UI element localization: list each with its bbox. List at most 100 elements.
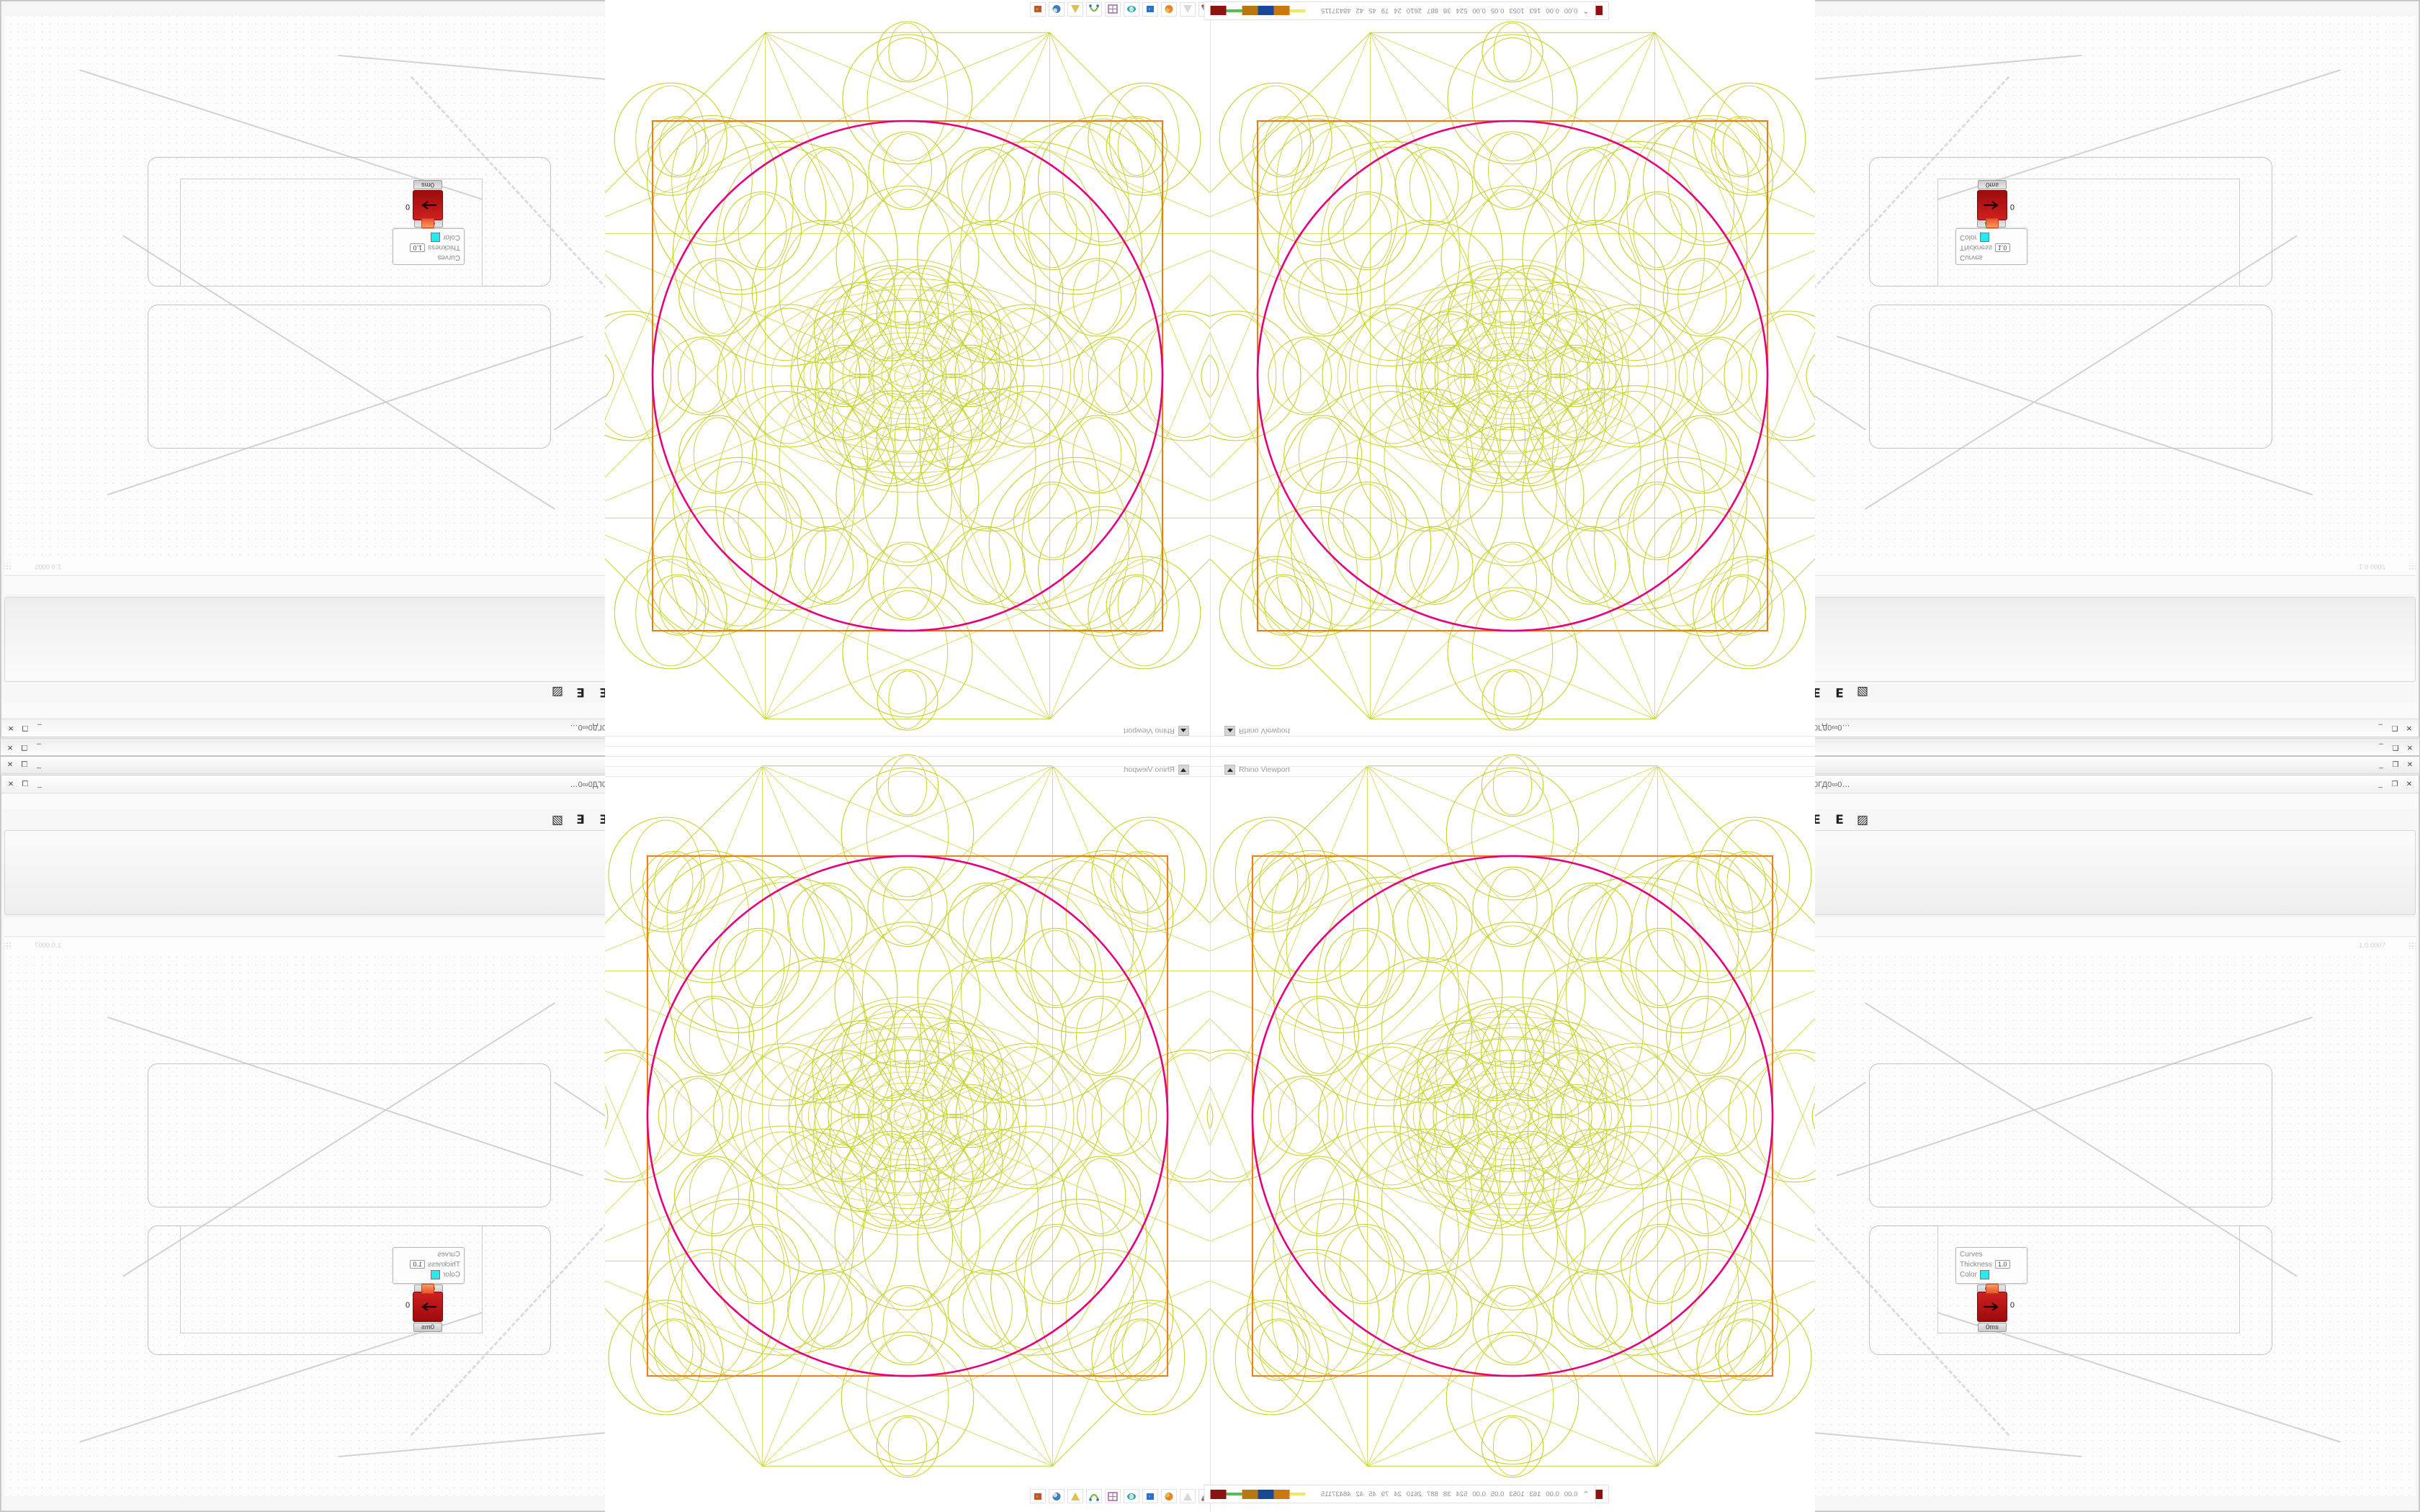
rhino-close-button[interactable]: ✕ bbox=[6, 761, 14, 769]
error-component[interactable]: 0 0ms bbox=[405, 1284, 443, 1332]
status-number: 24 bbox=[1394, 6, 1402, 15]
status-color-chip[interactable] bbox=[1227, 1493, 1242, 1495]
gh-version-label: 1.0.0007 bbox=[2359, 562, 2385, 571]
status-color-chip[interactable] bbox=[1258, 6, 1274, 16]
resize-grip[interactable] bbox=[4, 942, 12, 949]
paper-icon[interactable] bbox=[1180, 1489, 1196, 1503]
gh-close-button[interactable]: ✕ bbox=[7, 780, 14, 788]
status-color-chip[interactable] bbox=[1290, 9, 1306, 12]
paper-icon[interactable] bbox=[1180, 2, 1196, 17]
gh-maximize-button[interactable]: ❐ bbox=[2391, 780, 2398, 788]
viewport-caret-icon[interactable] bbox=[1178, 765, 1190, 775]
status-number: 163 bbox=[1529, 1490, 1541, 1498]
orange-icon[interactable] bbox=[1124, 1489, 1139, 1503]
gh-close-button[interactable]: ✕ bbox=[2406, 780, 2413, 788]
rhino-maximize-button[interactable]: ❐ bbox=[21, 761, 28, 769]
gh-close-button[interactable]: ✕ bbox=[2406, 724, 2413, 732]
status-color-chip[interactable] bbox=[1242, 6, 1258, 16]
stop-icon[interactable] bbox=[1067, 2, 1083, 17]
gh-tab-26[interactable]: E bbox=[1835, 685, 1844, 699]
custom-preview-node[interactable]: Curves Thickness 1.0 Color 0ms bbox=[393, 218, 465, 265]
status-color-chip[interactable] bbox=[1211, 1489, 1227, 1499]
color-swatch[interactable] bbox=[431, 233, 441, 242]
rhino-icon[interactable] bbox=[1086, 1489, 1102, 1503]
rhino-maximize-button[interactable]: ❐ bbox=[21, 743, 28, 751]
resize-grip[interactable] bbox=[2408, 942, 2416, 949]
rhino-icon[interactable] bbox=[1086, 2, 1102, 17]
status-color-chip[interactable] bbox=[1242, 1489, 1258, 1499]
gh-tab-26[interactable]: E bbox=[576, 813, 585, 827]
calculator-icon[interactable] bbox=[1030, 2, 1046, 17]
blue-icon[interactable] bbox=[1105, 2, 1121, 17]
status-color-chip[interactable] bbox=[1211, 6, 1227, 16]
node-row-color: Color bbox=[393, 1269, 464, 1280]
viewport-caret-icon[interactable] bbox=[1178, 726, 1190, 736]
status-color-chip[interactable] bbox=[1227, 9, 1242, 12]
grasshopper-icon[interactable] bbox=[1142, 1489, 1158, 1503]
viewport-caret-icon[interactable] bbox=[1224, 765, 1235, 775]
rhino-viewport[interactable] bbox=[605, 749, 1210, 1483]
error-component[interactable]: 0 0ms bbox=[1977, 1284, 2015, 1332]
rhino-viewport[interactable] bbox=[1210, 16, 1815, 736]
rhino-close-button[interactable]: ✕ bbox=[2406, 743, 2414, 751]
gh-minimize-button[interactable]: _ bbox=[37, 780, 42, 788]
node-row-color: Color bbox=[1956, 232, 2027, 243]
gh-minimize-button[interactable]: _ bbox=[2378, 724, 2383, 732]
error-component[interactable]: 0 0ms bbox=[1977, 180, 2015, 228]
status-color-chip[interactable] bbox=[1274, 1489, 1290, 1499]
status-color-chip[interactable] bbox=[1258, 1489, 1274, 1499]
gh-maximize-button[interactable]: ❐ bbox=[2391, 724, 2398, 732]
thickness-field[interactable]: 1.0 bbox=[410, 1260, 425, 1269]
canvas-group-rect bbox=[1937, 1225, 2240, 1333]
gh-minimize-button[interactable]: _ bbox=[2378, 780, 2383, 788]
gh-tab-26[interactable]: E bbox=[1835, 813, 1844, 827]
color-swatch[interactable] bbox=[431, 1270, 441, 1279]
gh-close-button[interactable]: ✕ bbox=[7, 724, 14, 732]
rhino-minimize-button[interactable]: _ bbox=[2379, 743, 2383, 751]
calculator-icon[interactable] bbox=[1030, 1489, 1046, 1503]
gh-tab-27[interactable]: ▨ bbox=[1856, 685, 1869, 699]
rhino-minimize-button[interactable]: _ bbox=[37, 743, 41, 751]
gh-tab-27[interactable]: ▨ bbox=[1856, 813, 1869, 827]
canvas-group-box bbox=[148, 305, 551, 449]
thickness-field[interactable]: 1.0 bbox=[1995, 243, 2010, 252]
gh-maximize-button[interactable]: ❐ bbox=[22, 780, 29, 788]
gh-minimize-button[interactable]: _ bbox=[37, 724, 42, 732]
custom-preview-node[interactable]: Curves Thickness 1.0 Color 0ms bbox=[1955, 218, 2027, 265]
rhino-maximize-button[interactable]: ❐ bbox=[2392, 743, 2399, 751]
resize-grip[interactable] bbox=[2408, 563, 2416, 570]
status-color-chip[interactable] bbox=[1290, 1493, 1306, 1495]
blue-icon[interactable] bbox=[1105, 1489, 1121, 1503]
custom-preview-node[interactable]: Curves Thickness 1.0 Color 0ms bbox=[393, 1247, 465, 1294]
custom-preview-node[interactable]: Curves Thickness 1.0 Color 0ms bbox=[1955, 1247, 2027, 1294]
notepad-icon[interactable] bbox=[1049, 2, 1065, 17]
viewport-caret-icon[interactable] bbox=[1224, 726, 1235, 736]
gh-tab-27[interactable]: ▨ bbox=[551, 685, 564, 699]
rhino-viewport[interactable] bbox=[605, 16, 1210, 736]
app-icon[interactable] bbox=[1161, 2, 1177, 17]
gh-maximize-button[interactable]: ❐ bbox=[22, 724, 29, 732]
rhino-maximize-button[interactable]: ❐ bbox=[2392, 761, 2399, 769]
app-icon[interactable] bbox=[1161, 1489, 1177, 1503]
notepad-icon[interactable] bbox=[1049, 1489, 1065, 1503]
color-swatch[interactable] bbox=[1979, 233, 1989, 242]
gh-tab-27[interactable]: ▨ bbox=[551, 813, 564, 827]
error-component[interactable]: 0 0ms bbox=[405, 180, 443, 228]
color-swatch[interactable] bbox=[1979, 1270, 1989, 1279]
rhino-viewport[interactable] bbox=[1210, 749, 1815, 1483]
status-number: 42 bbox=[1355, 6, 1364, 15]
rhino-minimize-button[interactable]: _ bbox=[2379, 761, 2383, 769]
rhino-close-button[interactable]: ✕ bbox=[6, 743, 14, 751]
gh-tab-26[interactable]: E bbox=[576, 685, 585, 699]
thickness-field[interactable]: 1.0 bbox=[1995, 1260, 2010, 1269]
gh-tab-25[interactable]: E bbox=[1812, 813, 1821, 827]
rhino-close-button[interactable]: ✕ bbox=[2406, 761, 2414, 769]
resize-grip[interactable] bbox=[4, 563, 12, 570]
status-color-chip[interactable] bbox=[1274, 6, 1290, 16]
status-number: 163 bbox=[1529, 6, 1541, 15]
rhino-minimize-button[interactable]: _ bbox=[37, 761, 41, 769]
orange-icon[interactable] bbox=[1124, 2, 1139, 17]
grasshopper-icon[interactable] bbox=[1142, 2, 1158, 17]
thickness-field[interactable]: 1.0 bbox=[410, 243, 425, 252]
stop-icon[interactable] bbox=[1067, 1489, 1083, 1503]
